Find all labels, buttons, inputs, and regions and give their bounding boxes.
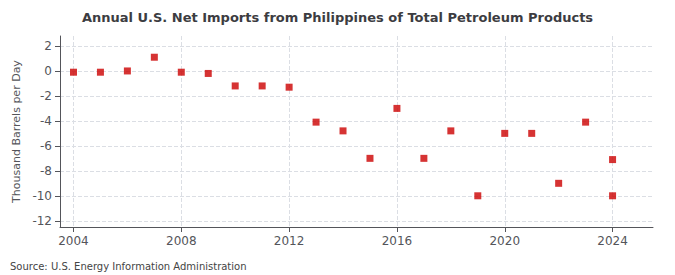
svg-text:-6: -6 (40, 139, 52, 153)
svg-text:2: 2 (44, 39, 52, 53)
svg-text:2004: 2004 (58, 234, 89, 248)
svg-text:0: 0 (44, 64, 52, 78)
svg-text:2012: 2012 (274, 234, 305, 248)
svg-text:-2: -2 (40, 89, 52, 103)
svg-text:Source: U.S. Energy Informatio: Source: U.S. Energy Information Administ… (10, 261, 247, 272)
svg-text:2008: 2008 (166, 234, 197, 248)
svg-text:2016: 2016 (382, 234, 413, 248)
svg-text:-10: -10 (32, 189, 52, 203)
svg-text:2024: 2024 (597, 234, 628, 248)
svg-text:-4: -4 (40, 114, 52, 128)
svg-text:-12: -12 (32, 214, 52, 228)
svg-text:Thousand Barrels per Day: Thousand Barrels per Day (10, 60, 23, 204)
svg-text:-8: -8 (40, 164, 52, 178)
svg-text:Annual U.S. Net Imports from P: Annual U.S. Net Imports from Philippines… (82, 10, 593, 25)
svg-text:2020: 2020 (489, 234, 520, 248)
